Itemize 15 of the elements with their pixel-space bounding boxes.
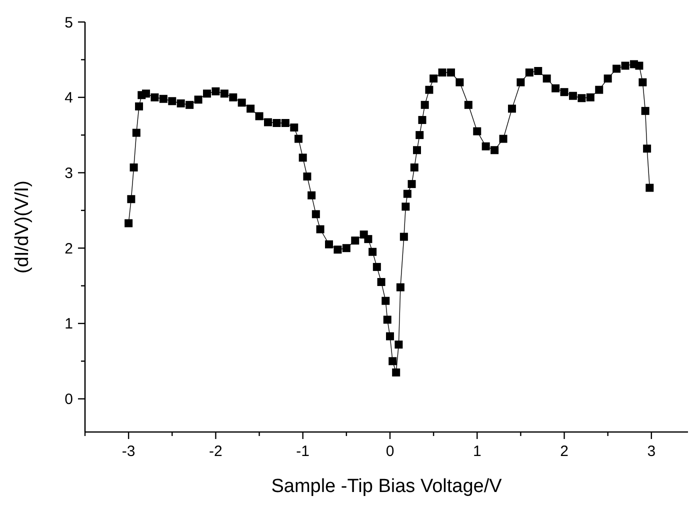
x-tick-label: 0 — [386, 443, 394, 460]
x-tick-label: -1 — [296, 443, 310, 460]
x-tick-label: 1 — [472, 443, 482, 460]
x-tick-label: -2 — [209, 443, 222, 460]
y-tick-label: 4 — [64, 90, 73, 107]
x-axis-title: Sample -Tip Bias Voltage/V — [271, 476, 502, 497]
x-tick-label: 3 — [647, 443, 656, 460]
y-tick-label: 2 — [64, 240, 73, 258]
y-tick-label: 3 — [64, 164, 73, 182]
x-tick-label: 2 — [560, 443, 568, 460]
y-tick-label: 1 — [64, 316, 73, 333]
y-tick-label: 0 — [64, 391, 73, 408]
y-axis-title: (dI/dV)(V/I) — [12, 180, 33, 274]
x-tick-label: -3 — [122, 443, 136, 460]
y-tick-label: 5 — [64, 14, 73, 32]
